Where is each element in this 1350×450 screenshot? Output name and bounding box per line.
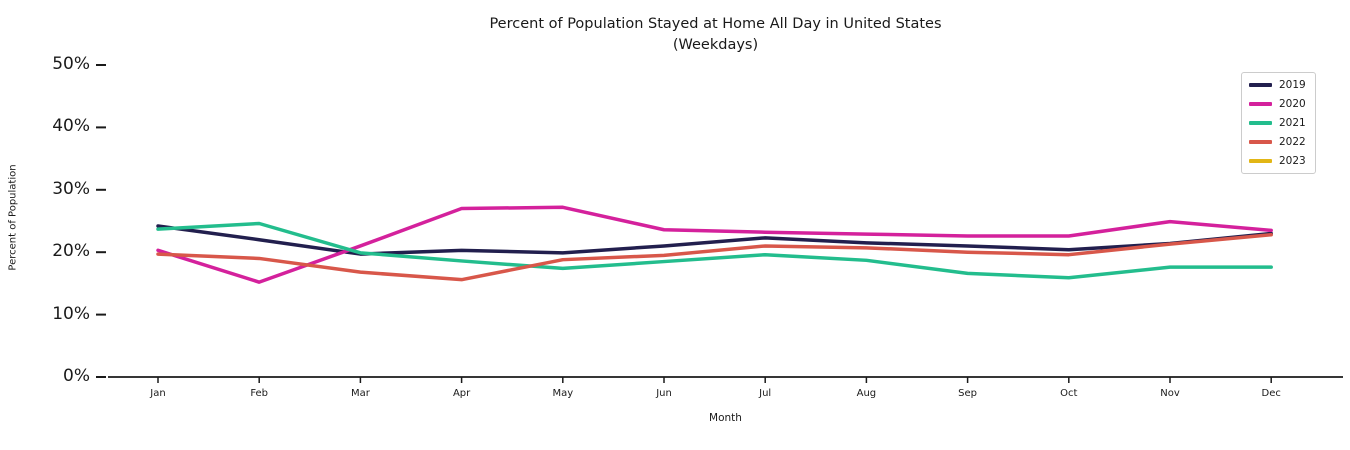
- y-tick-label-30%: 30%: [52, 178, 90, 199]
- legend-swatch-2023: [1249, 159, 1272, 163]
- legend-item-2020: 2020: [1249, 97, 1306, 111]
- x-axis-label: Month: [709, 412, 742, 424]
- y-tick-label-20%: 20%: [52, 241, 90, 262]
- x-tick-label-Jan: Jan: [150, 388, 166, 399]
- legend-item-2022: 2022: [1249, 135, 1306, 149]
- chart-subtitle: (Weekdays): [672, 37, 759, 53]
- x-tick-label-Nov: Nov: [1160, 388, 1180, 399]
- legend-item-2019: 2019: [1249, 78, 1306, 92]
- legend-item-2023: 2023: [1249, 154, 1306, 168]
- x-tick-label-Dec: Dec: [1261, 388, 1281, 399]
- series-line-2022: [156, 232, 1273, 282]
- x-tick-label-Oct: Oct: [1060, 388, 1078, 399]
- legend-swatch-2022: [1249, 140, 1272, 144]
- legend-label-2022: 2022: [1279, 136, 1306, 148]
- x-tick-label-Jun: Jun: [656, 388, 672, 399]
- y-tick-label-0%: 0%: [63, 366, 90, 386]
- x-tick-label-Feb: Feb: [250, 388, 269, 399]
- y-tick-label-10%: 10%: [52, 303, 90, 324]
- x-tick-label-Jul: Jul: [759, 388, 772, 399]
- y-tick-label-50%: 50%: [52, 54, 90, 74]
- legend-label-2023: 2023: [1279, 155, 1306, 167]
- chart-title: Percent of Population Stayed at Home All…: [489, 16, 942, 32]
- legend-label-2020: 2020: [1279, 98, 1306, 110]
- legend-item-2021: 2021: [1249, 116, 1306, 130]
- x-tick-label-May: May: [552, 388, 574, 399]
- legend-swatch-2021: [1249, 121, 1272, 125]
- x-tick-label-Sep: Sep: [958, 388, 978, 399]
- x-tick-label-Apr: Apr: [452, 388, 471, 399]
- legend-label-2021: 2021: [1279, 117, 1306, 129]
- y-tick-label-40%: 40%: [52, 116, 90, 137]
- x-tick-label-Aug: Aug: [856, 388, 877, 399]
- legend-label-2019: 2019: [1279, 79, 1306, 91]
- x-tick-label-Mar: Mar: [350, 388, 370, 399]
- series-line-2021: [156, 221, 1273, 280]
- y-axis-label: Percent of Population: [7, 164, 19, 271]
- legend-swatch-2020: [1249, 102, 1272, 106]
- legend: 2019 2020 2021 2022 2023: [1241, 72, 1316, 174]
- chart-title-block: Percent of Population Stayed at Home All…: [108, 14, 1323, 56]
- legend-swatch-2019: [1249, 83, 1272, 87]
- series-line-2020: [156, 205, 1273, 284]
